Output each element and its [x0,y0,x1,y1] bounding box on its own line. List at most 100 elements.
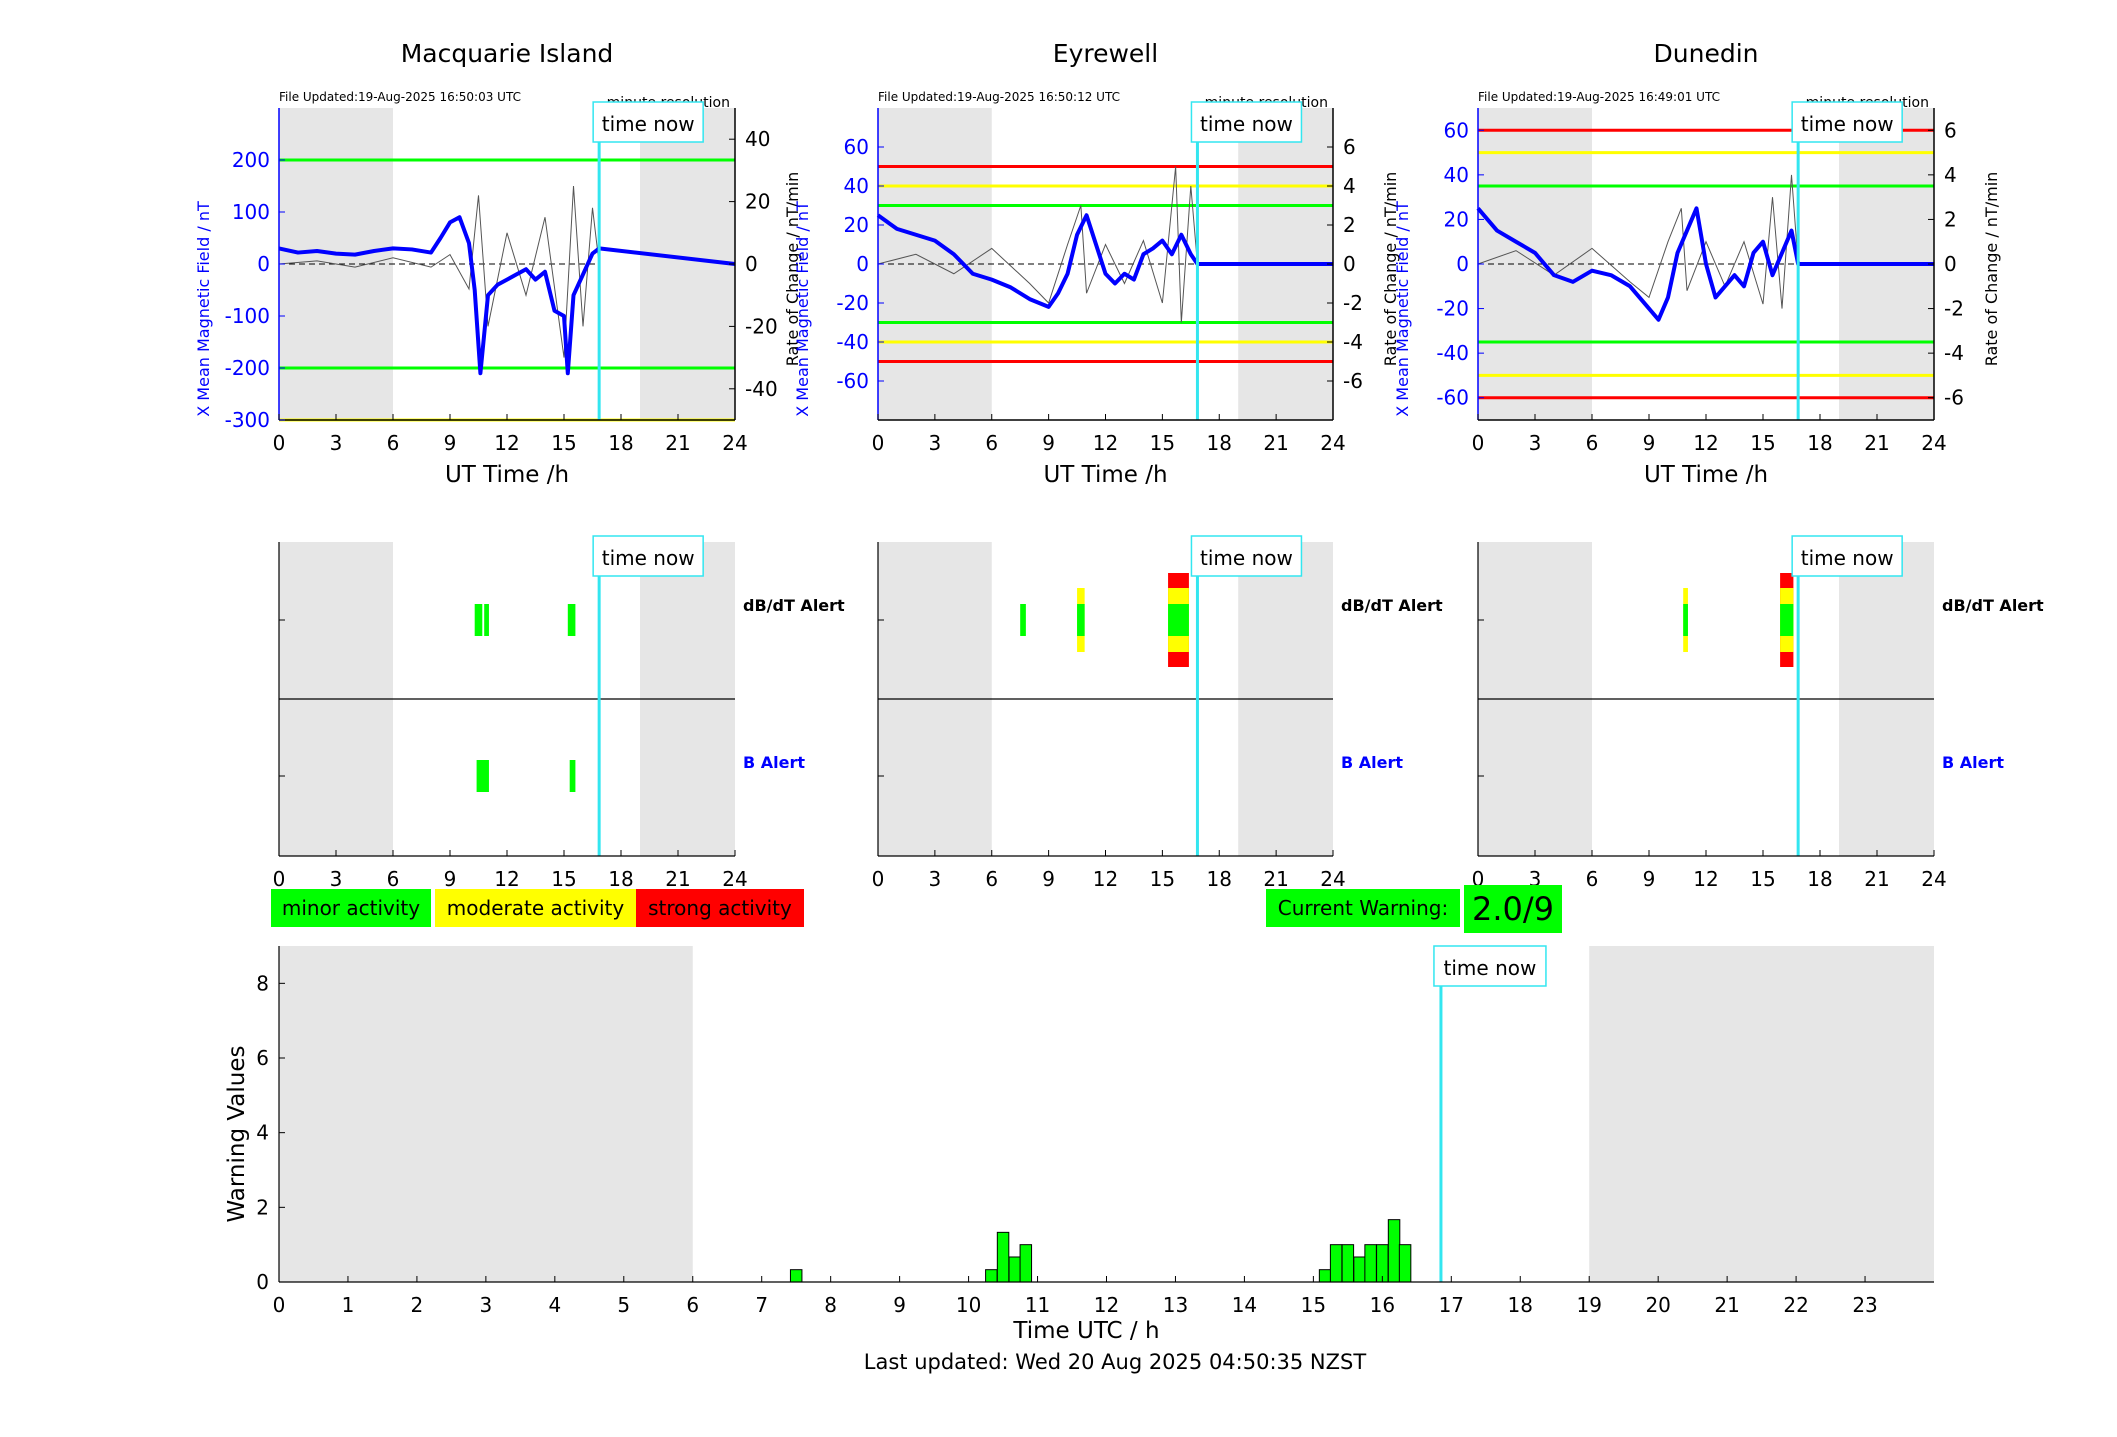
file-updated-label: File Updated:19-Aug-2025 16:49:01 UTC [1478,90,1720,104]
warning-bar [789,1269,803,1283]
right-tick-label: 6 [1944,118,1957,142]
x-tick-label: 9 [444,431,457,455]
x-tick-label: 20 [1645,1293,1670,1317]
x-tick-label: 3 [330,867,343,891]
right-tick-label: -4 [1343,330,1363,354]
x-tick-label: 12 [1093,867,1118,891]
x-tick-label: 8 [824,1293,837,1317]
warning-bar [1008,1256,1022,1283]
time-now-box [592,535,704,577]
x-tick-label: 4 [548,1293,561,1317]
x-tick-label: 19 [1576,1293,1601,1317]
time-now-label: time now [1801,546,1894,570]
x-tick-label: 6 [1586,431,1599,455]
x-tick-label: 12 [1094,1293,1119,1317]
dbdt-alert-minor [1683,604,1688,636]
x-tick-label: 0 [872,431,885,455]
x-tick-label: 3 [330,431,343,455]
right-tick-label: -20 [745,314,778,338]
x-tick-label: 24 [1921,431,1946,455]
warning-y-axis-label: Warning Values [224,1045,250,1222]
rate-of-change-series [1477,174,1799,309]
x-axis-label: UT Time /h [1043,462,1167,488]
left-tick-label: -300 [225,408,270,432]
x-tick-label: 3 [929,431,942,455]
left-tick-label: 100 [232,200,270,224]
y-tick-label: 6 [256,1046,269,1070]
time-now-label: time now [602,112,695,136]
right-tick-label: -2 [1944,297,1964,321]
dbdt-alert-minor [1020,604,1026,636]
right-tick-label: 0 [1944,252,1957,276]
x-tick-label: 22 [1783,1293,1808,1317]
right-axis-label: Rate of Change / nT/min [783,172,802,367]
x-tick-label: 3 [1529,431,1542,455]
dbdt-alert-minor [484,604,489,636]
x-tick-label: 15 [551,431,576,455]
b-alert-label: B Alert [743,753,805,772]
right-tick-label: 4 [1944,163,1957,187]
right-tick-label: 4 [1343,174,1356,198]
station-title: Dunedin [1654,39,1759,68]
right-tick-label: -4 [1944,341,1964,365]
x-tick-label: 6 [387,867,400,891]
field-series [1476,206,1934,322]
x-tick-label: 9 [1042,431,1055,455]
rate-of-change-series [877,166,1198,323]
warning-bar [1364,1244,1377,1283]
right-tick-label: -40 [745,377,778,401]
x-tick-label: 0 [273,431,286,455]
x-tick-label: 12 [1693,431,1718,455]
x-tick-label: 18 [1207,431,1232,455]
x-tick-label: 24 [722,867,747,891]
legend-minor: minor activity [271,889,431,927]
x-tick-label: 15 [1301,1293,1326,1317]
x-tick-label: 15 [1150,431,1175,455]
x-tick-label: 6 [686,1293,699,1317]
y-tick-label: 4 [256,1121,269,1145]
x-tick-label: 21 [1864,867,1889,891]
rate-of-change-series [278,185,600,358]
night-shade [279,946,693,1282]
x-tick-label: 9 [1042,867,1055,891]
x-tick-label: 18 [1207,867,1232,891]
x-tick-label: 6 [985,867,998,891]
x-tick-label: 24 [1320,431,1345,455]
dbdt-alert-minor [474,604,483,636]
station-title: Eyrewell [1053,39,1158,68]
x-tick-label: 14 [1232,1293,1257,1317]
warning-bar [1353,1256,1366,1283]
x-tick-label: 24 [1320,867,1345,891]
x-tick-label: 12 [1093,431,1118,455]
x-axis-label: UT Time /h [445,462,569,488]
night-shade [1478,108,1592,420]
time-now-box [1791,535,1903,577]
x-tick-label: 24 [722,431,747,455]
current-warning-value: 2.0/9 [1464,885,1562,933]
x-tick-label: 6 [1586,867,1599,891]
warning-bar [1329,1244,1343,1283]
left-tick-label: -40 [1436,341,1469,365]
right-tick-label: -2 [1343,291,1363,315]
x-tick-label: 21 [1864,431,1889,455]
left-tick-label: 60 [1444,118,1469,142]
legend-strong: strong activity [636,889,804,927]
x-tick-label: 9 [1643,867,1656,891]
time-now-box [592,101,704,143]
time-now-label: time now [1200,112,1293,136]
x-tick-label: 9 [893,1293,906,1317]
file-updated-label: File Updated:19-Aug-2025 16:50:12 UTC [878,90,1120,104]
time-now-label: time now [1801,112,1894,136]
left-tick-label: -100 [225,304,270,328]
dbdt-alert-label: dB/dT Alert [743,596,845,615]
warning-bar [1019,1244,1033,1283]
x-tick-label: 6 [387,431,400,455]
x-tick-label: 21 [1714,1293,1739,1317]
dbdt-alert-minor [1780,604,1794,636]
x-tick-label: 15 [1750,867,1775,891]
warning-bar [1318,1269,1332,1283]
x-tick-label: 2 [411,1293,424,1317]
x-tick-label: 0 [273,867,286,891]
